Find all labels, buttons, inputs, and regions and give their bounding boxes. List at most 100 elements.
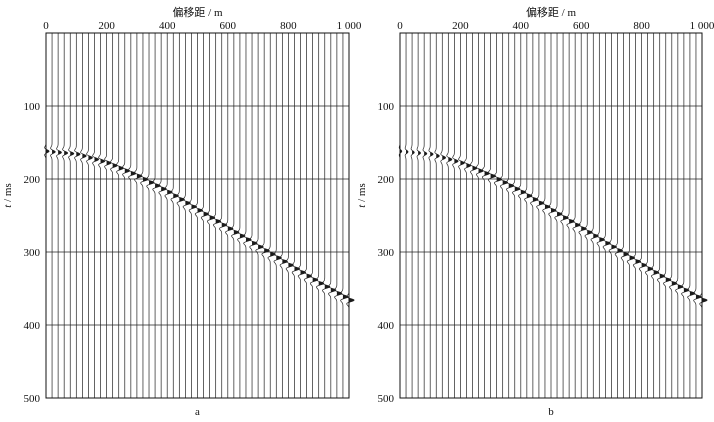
seismic-trace [476, 33, 484, 398]
seismic-trace [470, 33, 478, 398]
seismic-trace [548, 33, 557, 398]
wiggle-fill [100, 159, 105, 164]
y-tick-label: 200 [24, 174, 41, 186]
y-tick-label: 100 [24, 101, 41, 113]
x-tick-label: 800 [633, 20, 650, 32]
seismic-trace [681, 33, 690, 398]
y-axis-title: t / ms [356, 183, 368, 207]
seismic-trace [614, 33, 623, 398]
seismic-trace [80, 33, 87, 398]
panel-label: b [548, 406, 554, 418]
wiggle-fill [46, 149, 50, 154]
wiggle-fill [406, 150, 409, 155]
seismic-trace [267, 33, 276, 398]
seismic-trace [128, 33, 137, 398]
seismic-trace [158, 33, 167, 398]
y-axis-unit: / ms [356, 183, 368, 204]
seismic-trace [92, 33, 100, 398]
seismic-trace [237, 33, 246, 398]
wiggle-fill [412, 150, 415, 155]
seismic-trace [620, 33, 630, 398]
seismic-trace [638, 33, 648, 398]
seismic-trace [104, 33, 112, 398]
seismic-trace [231, 33, 240, 398]
seismic-trace [279, 33, 288, 398]
seismic-trace [566, 33, 575, 398]
seismic-trace [493, 33, 503, 398]
seismic-trace [687, 33, 696, 398]
seismic-trace [225, 33, 234, 398]
x-tick-label: 200 [98, 20, 115, 32]
wiggle-fill [52, 150, 56, 155]
seismic-trace [506, 33, 515, 398]
wiggle-fill [472, 166, 477, 171]
seismic-trace [62, 33, 69, 398]
seismic-trace [512, 33, 521, 398]
wiggle-fill [82, 154, 87, 159]
seismic-trace [213, 33, 222, 398]
seismic-trace [428, 33, 434, 398]
x-tick-label: 600 [573, 20, 590, 32]
y-axis-title: t / ms [2, 183, 14, 207]
seismic-trace [255, 33, 264, 398]
wiggle-fill [478, 169, 484, 174]
y-axis-symbol: t [2, 204, 14, 208]
seismic-trace [536, 33, 545, 398]
wiggle-fill [106, 161, 112, 166]
seismic-trace [518, 33, 527, 398]
x-tick-label: 400 [513, 20, 530, 32]
seismic-trace [590, 33, 599, 398]
seismic-trace [285, 33, 294, 398]
wiggle-fill [70, 151, 74, 156]
seismic-trace [146, 33, 155, 398]
y-tick-label: 200 [378, 174, 395, 186]
seismic-trace [291, 33, 301, 398]
panel-label: a [195, 406, 200, 418]
wiggle-fill [436, 154, 440, 159]
seismic-trace [500, 33, 509, 398]
seismic-trace [446, 33, 453, 398]
wiggle-fill [442, 155, 446, 160]
seismic-trace [219, 33, 228, 398]
plot-frame [45, 32, 350, 399]
seismic-trace [68, 33, 75, 398]
wiggle-fill [454, 159, 459, 164]
seismic-trace [303, 33, 313, 398]
y-axis-unit: / ms [2, 183, 14, 204]
wiggle-fill [112, 163, 118, 168]
seismic-trace [346, 33, 355, 398]
wiggle-fill [466, 163, 471, 168]
seismic-trace [596, 33, 605, 398]
seismic-trace [170, 33, 179, 398]
x-tick-label: 600 [220, 20, 237, 32]
wiggle-fill [349, 298, 355, 303]
seismic-trace [243, 33, 252, 398]
seismic-trace [74, 33, 81, 398]
seismic-trace [422, 33, 428, 398]
x-tick-label: 0 [43, 20, 49, 32]
seismic-trace [632, 33, 642, 398]
seismic-trace [334, 33, 343, 398]
seismic-trace [578, 33, 587, 398]
seismic-trace [340, 33, 349, 398]
wiggle-fill [58, 150, 62, 155]
seismic-trace [316, 33, 325, 398]
seismic-trace [651, 33, 660, 398]
seismic-trace [297, 33, 307, 398]
seismic-trace [176, 33, 185, 398]
seismic-trace [560, 33, 569, 398]
seismic-trace [602, 33, 611, 398]
plot-frame [399, 32, 703, 399]
seismic-trace [524, 33, 533, 398]
seismic-trace [675, 33, 684, 398]
wiggle-fill [64, 151, 68, 156]
seismic-trace [542, 33, 551, 398]
wiggle-fill [460, 161, 465, 166]
y-tick-label: 400 [24, 320, 41, 332]
panel-a: 0 200 400 600 800 1 000 偏移距 / m 100 200 300 400 500… [2, 5, 362, 418]
seismic-trace [644, 33, 654, 398]
y-tick-label: 400 [378, 320, 395, 332]
panel-b: 0 200 400 600 800 1 000 偏移距 / m 100 200 300 400 500… [356, 5, 714, 418]
seismic-trace [434, 33, 440, 398]
seismic-trace [416, 33, 421, 398]
